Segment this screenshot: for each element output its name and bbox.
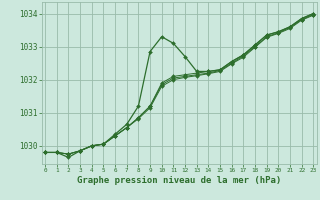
X-axis label: Graphe pression niveau de la mer (hPa): Graphe pression niveau de la mer (hPa) [77, 176, 281, 185]
